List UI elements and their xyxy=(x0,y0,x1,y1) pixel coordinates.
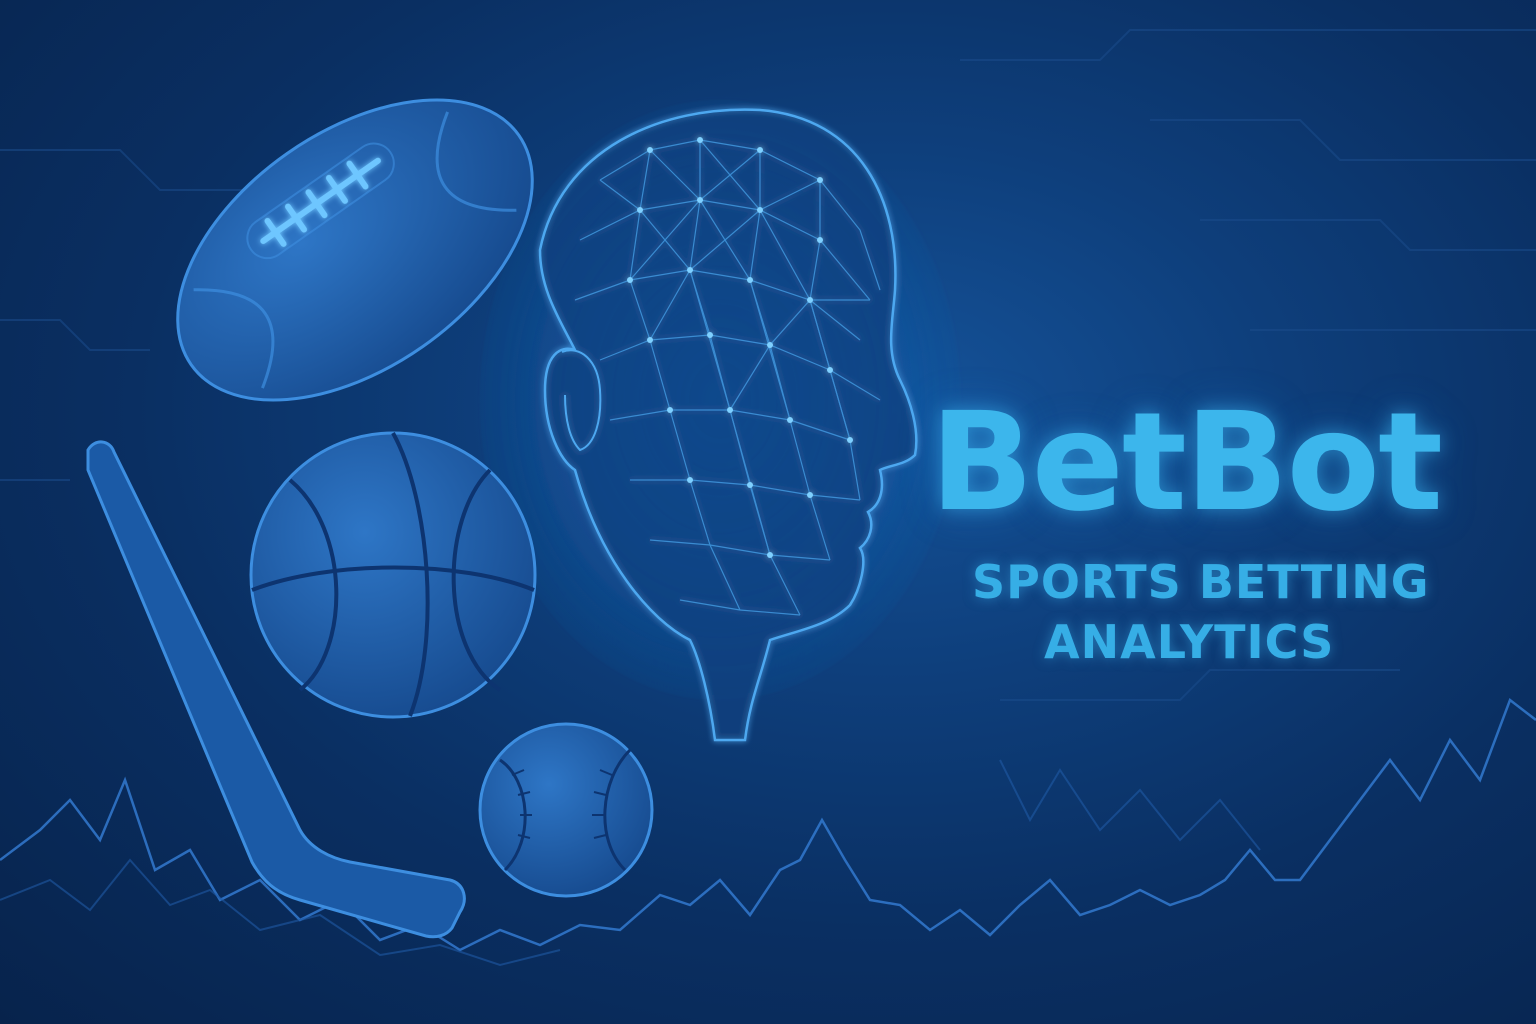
wireframe-head xyxy=(480,100,960,742)
hockey-stick-icon xyxy=(86,440,466,939)
american-football-icon xyxy=(176,98,534,402)
data-line-graph xyxy=(0,697,1536,952)
basketball-icon xyxy=(249,431,537,719)
brand-tagline: SPORTS BETTING ANALYTICS xyxy=(972,552,1432,672)
tagline-line-2: ANALYTICS xyxy=(1044,615,1335,669)
tagline-line-1: SPORTS BETTING xyxy=(972,555,1430,609)
baseball-icon xyxy=(478,722,654,898)
circuit-background xyxy=(0,29,1536,701)
brand-title: BetBot xyxy=(930,384,1443,542)
data-line-graph-faint xyxy=(0,759,1261,967)
